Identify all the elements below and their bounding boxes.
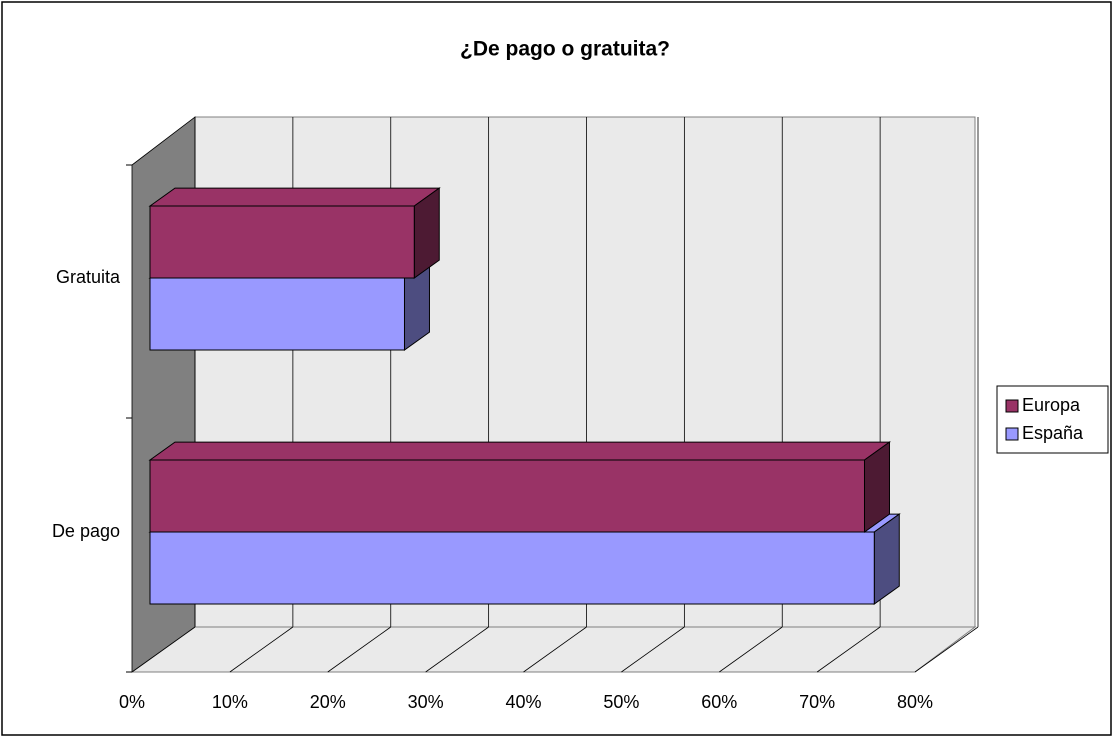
legend-items: Europa España (1005, 395, 1084, 443)
floor-grid-line (425, 626, 489, 673)
bar-top (148, 441, 892, 461)
bar-front (149, 277, 405, 351)
x-tick-label: 0% (119, 692, 145, 712)
y-tick-label: Gratuita (56, 267, 121, 287)
chart-title: ¿De pago o gratuita? (460, 38, 670, 61)
legend-label: Europa (1022, 395, 1081, 415)
floor-grid-line (621, 626, 685, 673)
bars (148, 187, 901, 605)
legend-swatch (1005, 427, 1019, 441)
floor-grid-line (719, 626, 783, 673)
bar-top (148, 187, 441, 207)
floor-grid-line (816, 626, 881, 673)
x-tick-label: 40% (505, 692, 541, 712)
floor-grid-line (131, 626, 196, 673)
y-tick-label: De pago (52, 521, 120, 541)
bar-front (149, 531, 875, 605)
bar-front (149, 459, 865, 533)
x-tick-label: 80% (897, 692, 933, 712)
legend-label: España (1022, 423, 1084, 443)
floor-grid-line (523, 626, 587, 673)
bar (148, 187, 441, 279)
x-tick-label: 30% (408, 692, 444, 712)
x-tick-label: 10% (212, 692, 248, 712)
bar (148, 441, 892, 533)
x-tick-label: 70% (799, 692, 835, 712)
x-tick-label: 60% (701, 692, 737, 712)
x-tick-label: 50% (603, 692, 639, 712)
bar-front (149, 205, 415, 279)
floor-grid-line (229, 626, 294, 673)
x-tick-label: 20% (310, 692, 346, 712)
legend-swatch (1005, 399, 1019, 413)
floor-grid-line (914, 626, 979, 673)
legend (996, 385, 1109, 454)
floor-grid-line (327, 626, 391, 673)
